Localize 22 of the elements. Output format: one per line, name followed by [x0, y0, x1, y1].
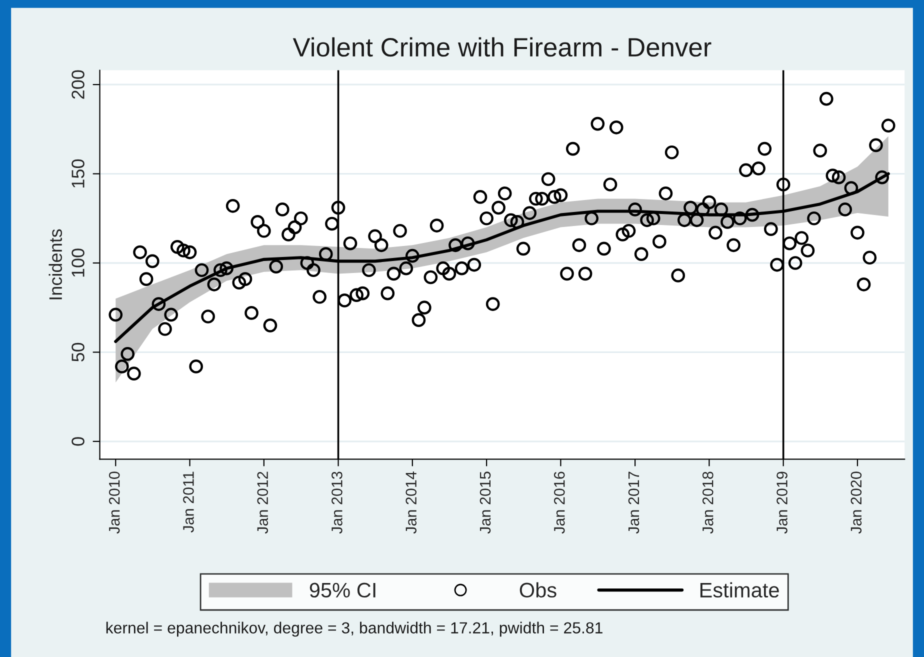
- text: kernel = epanechnikov, degree = 3, bandwidth = 17.21, pwidth = 25.81: [106, 622, 602, 637]
- text: 95% CI: [310, 582, 376, 598]
- x-tick-label: Jan 2014: [406, 471, 417, 534]
- x-tick-label: Jan 2012: [257, 472, 268, 534]
- y-axis-title: Incidents: [48, 229, 62, 300]
- y-tick-label: 50: [72, 342, 84, 362]
- y-tick-label: 0: [72, 437, 84, 446]
- x-tick-label: Jan 2013: [332, 472, 342, 534]
- y-tick-label: 100: [72, 248, 84, 277]
- text: Obs: [520, 582, 556, 598]
- y-tick-label: 150: [72, 159, 84, 188]
- x-tick-label: Jan 2018: [702, 472, 714, 534]
- x-tick-label: Jan 2011: [183, 472, 194, 533]
- x-tick-label: Jan 2017: [628, 472, 640, 534]
- x-tick-label: Jan 2019: [776, 472, 788, 534]
- legend-label: Estimate: [700, 582, 779, 598]
- x-tick-label: Jan 2016: [554, 472, 565, 534]
- x-tick-label: Jan 2020: [850, 472, 862, 534]
- y-tick-label: 200: [72, 70, 84, 99]
- chart-title: Violent Crime with Firearm - Denver: [292, 37, 712, 57]
- x-tick-label: Jan 2015: [480, 472, 491, 534]
- x-tick-label: Jan 2010: [108, 472, 120, 534]
